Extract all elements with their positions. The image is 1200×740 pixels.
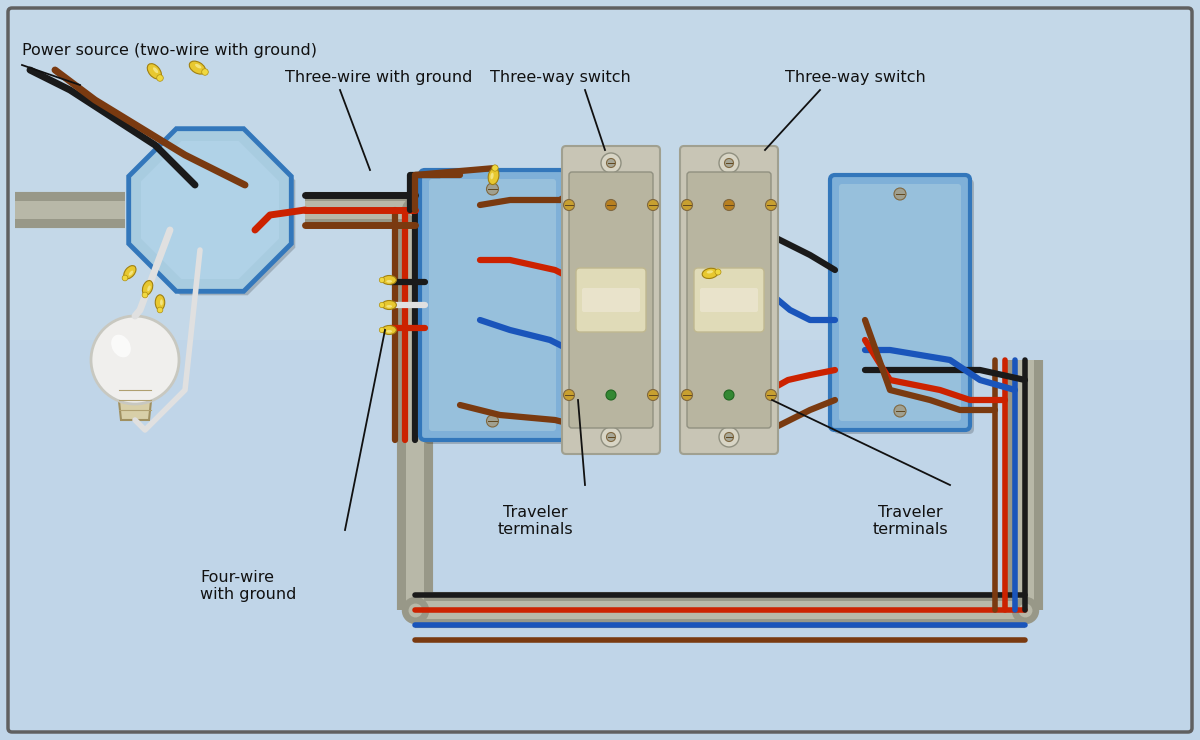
Ellipse shape	[142, 292, 148, 298]
Ellipse shape	[160, 300, 163, 306]
Circle shape	[606, 390, 616, 400]
Ellipse shape	[202, 69, 209, 75]
FancyBboxPatch shape	[420, 170, 565, 440]
Polygon shape	[140, 141, 280, 279]
Ellipse shape	[382, 275, 396, 284]
Polygon shape	[128, 129, 292, 292]
Circle shape	[682, 389, 692, 400]
FancyBboxPatch shape	[686, 172, 772, 428]
Circle shape	[564, 200, 575, 210]
Ellipse shape	[112, 334, 131, 357]
Circle shape	[724, 200, 734, 210]
Ellipse shape	[386, 280, 392, 283]
Ellipse shape	[382, 326, 396, 334]
Circle shape	[766, 389, 776, 400]
Text: Three-way switch: Three-way switch	[490, 70, 631, 85]
Circle shape	[486, 415, 498, 427]
Text: Traveler
terminals: Traveler terminals	[872, 505, 948, 537]
Circle shape	[894, 405, 906, 417]
FancyBboxPatch shape	[582, 288, 640, 312]
Ellipse shape	[128, 271, 133, 275]
FancyBboxPatch shape	[569, 172, 653, 428]
Circle shape	[725, 158, 733, 167]
Ellipse shape	[379, 303, 385, 308]
Ellipse shape	[155, 295, 164, 310]
Circle shape	[606, 432, 616, 442]
Circle shape	[719, 427, 739, 447]
Bar	[0, 0, 1200, 340]
Ellipse shape	[122, 275, 128, 281]
Ellipse shape	[154, 67, 158, 73]
Ellipse shape	[386, 330, 392, 333]
Ellipse shape	[157, 75, 163, 81]
FancyBboxPatch shape	[700, 288, 758, 312]
Ellipse shape	[124, 266, 136, 279]
Text: Four-wire
with ground: Four-wire with ground	[200, 570, 296, 602]
FancyBboxPatch shape	[576, 268, 646, 332]
Ellipse shape	[715, 269, 721, 275]
Ellipse shape	[148, 64, 161, 79]
Circle shape	[725, 432, 733, 442]
Text: Traveler
terminals: Traveler terminals	[497, 505, 572, 537]
Circle shape	[894, 188, 906, 200]
Circle shape	[648, 389, 659, 400]
Polygon shape	[118, 382, 154, 420]
Ellipse shape	[382, 300, 396, 309]
FancyBboxPatch shape	[430, 179, 556, 431]
FancyBboxPatch shape	[694, 268, 764, 332]
FancyBboxPatch shape	[424, 174, 569, 444]
Ellipse shape	[196, 64, 202, 68]
Text: Three-wire with ground: Three-wire with ground	[286, 70, 473, 85]
Circle shape	[606, 200, 617, 210]
FancyBboxPatch shape	[830, 175, 970, 430]
Ellipse shape	[379, 278, 385, 283]
Polygon shape	[133, 132, 295, 295]
Text: Three-way switch: Three-way switch	[785, 70, 925, 85]
Circle shape	[719, 153, 739, 173]
Circle shape	[564, 389, 575, 400]
Ellipse shape	[190, 61, 205, 74]
FancyBboxPatch shape	[839, 184, 961, 421]
Circle shape	[486, 183, 498, 195]
Circle shape	[648, 200, 659, 210]
FancyBboxPatch shape	[680, 146, 778, 454]
Circle shape	[766, 200, 776, 210]
Ellipse shape	[386, 305, 392, 308]
Ellipse shape	[157, 307, 163, 313]
Text: Power source (two-wire with ground): Power source (two-wire with ground)	[22, 43, 317, 58]
Circle shape	[91, 316, 179, 404]
Circle shape	[601, 153, 622, 173]
Ellipse shape	[492, 165, 498, 171]
FancyBboxPatch shape	[834, 179, 974, 434]
Circle shape	[606, 158, 616, 167]
Circle shape	[601, 427, 622, 447]
Circle shape	[682, 200, 692, 210]
Ellipse shape	[491, 172, 493, 179]
Ellipse shape	[702, 269, 718, 278]
Ellipse shape	[707, 270, 713, 274]
FancyBboxPatch shape	[562, 146, 660, 454]
Ellipse shape	[488, 168, 499, 184]
Ellipse shape	[379, 327, 385, 333]
Ellipse shape	[143, 280, 152, 295]
Circle shape	[724, 390, 734, 400]
Ellipse shape	[148, 286, 151, 292]
